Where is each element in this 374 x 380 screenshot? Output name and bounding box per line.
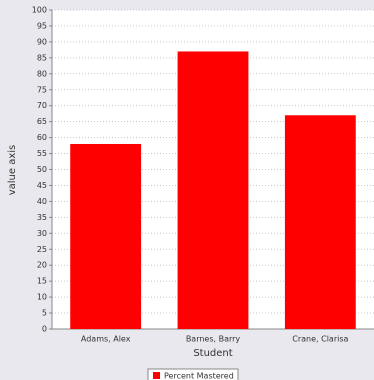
legend-box <box>147 368 239 380</box>
bar <box>70 143 142 329</box>
y-tick-label: 65 <box>37 117 47 126</box>
y-tick-label: 50 <box>37 165 47 174</box>
y-tick-label: 25 <box>37 245 47 254</box>
y-tick-label: 90 <box>37 37 47 46</box>
x-tick-label: Crane, Clarisa <box>292 335 348 344</box>
y-tick-label: 100 <box>32 6 47 15</box>
y-tick-label: 10 <box>37 293 47 302</box>
y-tick-label: 30 <box>37 229 47 238</box>
y-tick-label: 20 <box>37 261 47 270</box>
y-tick-label: 40 <box>37 197 47 206</box>
y-tick-label: 15 <box>37 277 47 286</box>
y-tick-label: 80 <box>37 69 47 78</box>
y-tick-label: 85 <box>37 53 47 62</box>
y-tick-label: 75 <box>37 85 47 94</box>
bar <box>284 115 356 330</box>
legend-swatch <box>153 372 160 379</box>
y-tick-label: 70 <box>37 101 47 110</box>
x-tick-label: Adams, Alex <box>81 335 131 344</box>
x-axis-title: Student <box>193 348 232 359</box>
y-tick-label: 45 <box>37 181 47 190</box>
y-tick-label: 0 <box>42 325 47 334</box>
y-tick-label: 95 <box>37 21 47 30</box>
y-tick-label: 5 <box>42 309 47 318</box>
y-axis-title: value axis <box>7 145 18 196</box>
y-tick-label: 60 <box>37 133 47 142</box>
legend-label: Percent Mastered <box>164 372 234 380</box>
y-tick-label: 55 <box>37 149 47 158</box>
y-tick-label: 35 <box>37 213 47 222</box>
bar <box>177 51 249 329</box>
x-tick-label: Barnes, Barry <box>186 335 241 344</box>
